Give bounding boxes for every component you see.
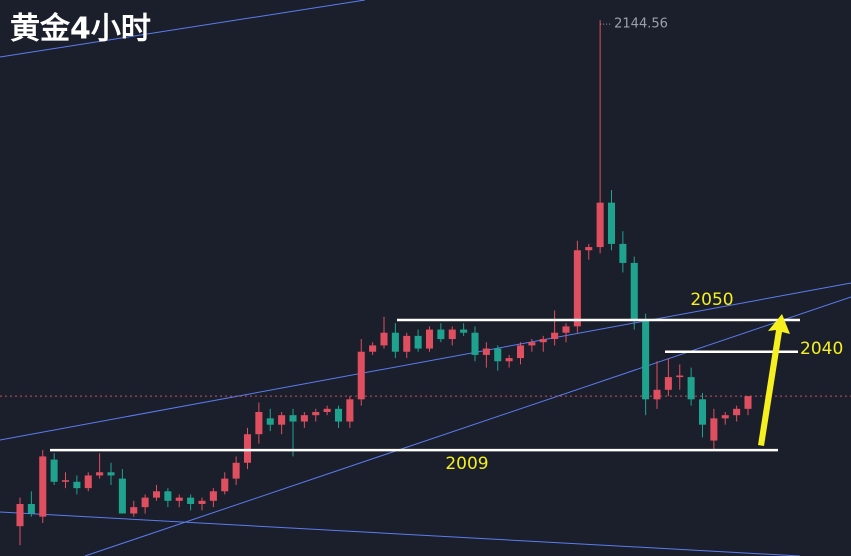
candle-body (107, 472, 115, 476)
candle-body (175, 497, 183, 501)
candle-body (141, 497, 149, 508)
candle-body (61, 480, 70, 482)
candle-body (278, 415, 286, 425)
candle-body (585, 247, 593, 251)
candle-body (676, 375, 684, 378)
arrow (758, 314, 790, 446)
candle-body (152, 491, 161, 498)
high-label: 2144.56 (614, 17, 668, 32)
candle-body (573, 250, 581, 327)
candle-body (50, 459, 58, 482)
candle-body (164, 491, 172, 501)
candle-body (721, 415, 729, 419)
candle-body (664, 377, 672, 390)
candle-body (346, 399, 354, 422)
candle-body (198, 500, 206, 504)
candle-body (505, 358, 513, 362)
candle-body (630, 262, 638, 321)
level-label: 2040 (800, 339, 843, 359)
level-label: 2009 (445, 454, 488, 474)
trend-line (0, 511, 801, 556)
candle-body (357, 351, 365, 400)
candle-body (482, 348, 490, 355)
candle-body (744, 396, 752, 409)
candle-body (437, 329, 445, 340)
candle-body (414, 335, 422, 349)
candle-body (312, 412, 320, 416)
candle-body (425, 329, 434, 349)
candle-body (698, 399, 707, 425)
candle-body (551, 332, 559, 340)
candle-body (27, 503, 35, 514)
candle-body (118, 478, 126, 514)
trend-line (0, 0, 366, 58)
trend-line (84, 296, 851, 556)
candle-body (187, 497, 195, 504)
candle-body (653, 389, 661, 400)
candle-body (130, 507, 138, 514)
level-label: 2050 (690, 290, 733, 310)
candle-body (323, 408, 331, 413)
candle-body (96, 472, 104, 476)
candle-body (403, 335, 411, 352)
candle-body (733, 408, 741, 416)
candle-body (642, 320, 650, 400)
candle-body (619, 243, 627, 263)
candle-body (391, 332, 399, 352)
candle-body (243, 434, 252, 463)
candle-body (232, 462, 240, 479)
candle-body (73, 481, 81, 489)
candle-body (380, 332, 388, 346)
candle-body (84, 475, 92, 489)
candle-body (289, 415, 297, 422)
candles: 2144.56 (0, 17, 851, 546)
candle-body (460, 329, 468, 333)
chart-title: 黄金4小时 (10, 12, 151, 47)
candle-body (16, 503, 24, 527)
candle-body (687, 377, 695, 400)
candle-body (266, 418, 274, 425)
candle-body (369, 345, 377, 352)
candle-body (448, 329, 456, 340)
levels: 2050 2040 2009 (50, 290, 843, 474)
candle-body (710, 418, 718, 441)
candle-body (596, 202, 604, 248)
trend-line (0, 282, 851, 441)
candle-body (539, 339, 547, 343)
candle-body (471, 332, 479, 355)
candle-body (209, 491, 217, 501)
candle-body (334, 408, 343, 422)
candle-body (607, 202, 616, 244)
candle-body (516, 345, 525, 359)
candle-body (221, 478, 229, 492)
candle-body (562, 326, 570, 333)
candle-body (494, 348, 502, 362)
candle-body (300, 415, 308, 422)
candle-body (528, 342, 536, 346)
candle-body (255, 412, 263, 435)
candle-body (39, 456, 47, 517)
